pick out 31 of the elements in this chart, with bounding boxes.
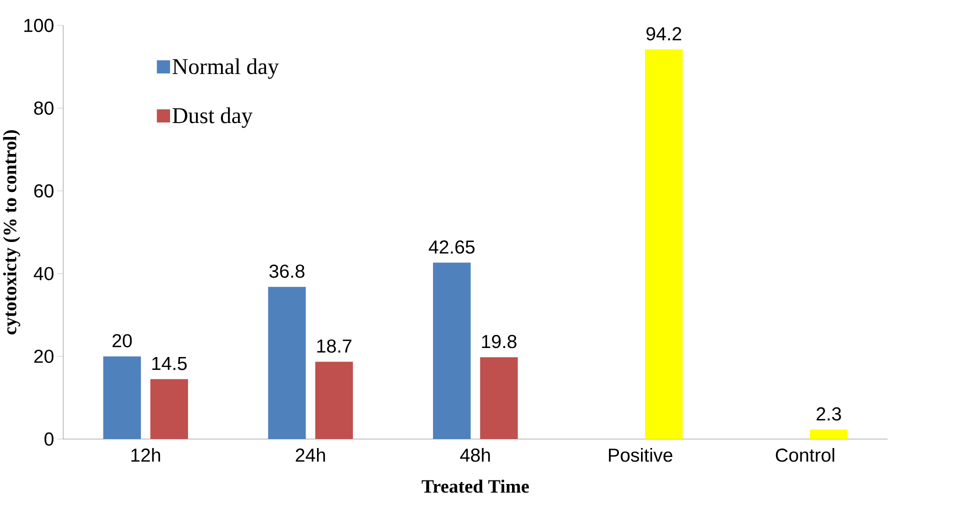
bar — [315, 361, 353, 439]
bar — [150, 378, 188, 439]
y-tick-label: 100 — [24, 18, 54, 32]
x-tick-label: 12h — [131, 448, 160, 462]
y-tick-label: 0 — [44, 432, 54, 446]
y-tick-label: 80 — [34, 101, 54, 115]
legend-label: Dust day — [172, 107, 253, 128]
bar — [433, 262, 471, 439]
x-tick-label: 24h — [296, 448, 325, 462]
data-label: 14.5 — [152, 356, 187, 370]
data-label: 20 — [112, 334, 132, 348]
y-tick-label: 60 — [34, 184, 54, 198]
x-tick-label: 48h — [460, 448, 490, 462]
data-label: 2.3 — [816, 407, 841, 420]
data-label: 18.7 — [317, 339, 352, 353]
data-label: 19.8 — [482, 334, 516, 348]
data-label: 36.8 — [269, 264, 304, 278]
y-tick-label: 20 — [34, 349, 54, 363]
data-label: 42.65 — [428, 240, 475, 254]
x-tick-label: Control — [776, 448, 834, 462]
x-axis-title: Treated Time — [422, 479, 529, 493]
x-tick-label: Positive — [608, 448, 672, 462]
bar — [480, 356, 518, 439]
y-tick-label: 40 — [34, 266, 54, 280]
bar — [810, 429, 848, 439]
bar — [268, 286, 306, 439]
legend-label: Normal day — [172, 58, 279, 79]
data-label: 94.2 — [646, 26, 682, 40]
bar — [103, 356, 141, 439]
bar — [645, 49, 683, 439]
y-axis-title: cytotoxicty (% to control) — [3, 130, 20, 334]
